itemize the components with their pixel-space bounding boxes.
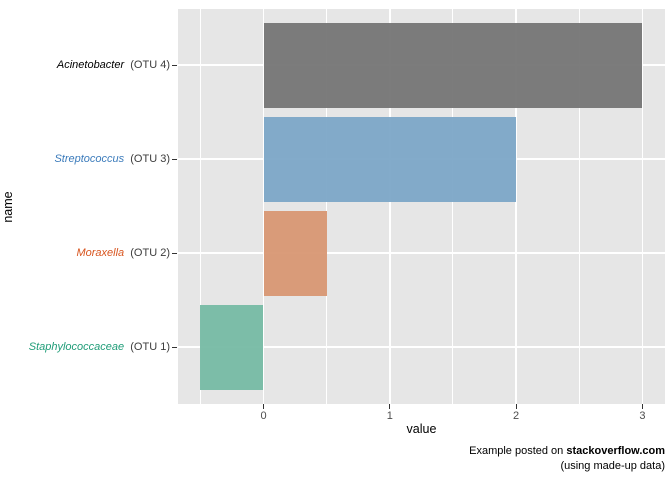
x-tick-mark: [263, 404, 264, 409]
bar-acinetobacter: [263, 22, 643, 108]
y-axis-label-staphylococcaceae: Staphylococcaceae (OTU 1): [2, 339, 170, 355]
y-tick-mark: [172, 64, 177, 66]
minor-gridline: [578, 9, 580, 404]
caption-line-1: Example posted on stackoverflow.com: [469, 444, 665, 459]
y-tick-mark: [172, 158, 177, 160]
taxon-name: Moraxella: [76, 247, 125, 259]
caption-source: stackoverflow.com: [566, 445, 665, 457]
y-tick-mark: [172, 252, 177, 254]
major-gridline: [178, 252, 665, 254]
bar-moraxella: [263, 210, 327, 296]
caption-line-2: (using made-up data): [560, 460, 665, 472]
major-gridline: [515, 9, 517, 404]
taxon-name: Staphylococcaceae: [28, 341, 125, 353]
otu-text: (OTU 3): [130, 153, 170, 165]
y-axis-label-moraxella: Moraxella (OTU 2): [2, 245, 170, 261]
taxon-name: Acinetobacter: [56, 59, 125, 71]
y-tick-mark: [172, 346, 177, 348]
x-tick-label-2: 2: [513, 410, 520, 422]
otu-text: (OTU 4): [130, 59, 170, 71]
major-gridline: [262, 9, 265, 404]
y-axis-label-streptococcus: Streptococcus (OTU 3): [2, 151, 170, 167]
bar-streptococcus: [263, 116, 517, 202]
major-gridline: [178, 346, 665, 348]
taxon-name: Streptococcus: [54, 153, 125, 165]
y-axis-label-acinetobacter: Acinetobacter (OTU 4): [2, 57, 170, 73]
minor-gridline: [326, 9, 328, 404]
x-tick-mark: [641, 404, 643, 409]
bar-staphylococcaceae: [200, 304, 264, 390]
x-tick-mark: [515, 404, 517, 409]
plot-panel: [178, 9, 665, 404]
chart-caption: Example posted on stackoverflow.com (usi…: [469, 444, 665, 474]
minor-gridline: [199, 9, 201, 404]
x-tick-mark: [389, 404, 391, 409]
x-tick-label-3: 3: [639, 410, 646, 422]
x-tick-label-1: 1: [386, 410, 393, 422]
otu-text: (OTU 1): [130, 341, 170, 353]
major-gridline: [641, 9, 644, 404]
x-tick-label-0: 0: [260, 410, 267, 422]
caption-text: Example posted on: [469, 445, 567, 457]
major-gridline: [388, 9, 391, 404]
otu-text: (OTU 2): [130, 247, 170, 259]
minor-gridline: [452, 9, 454, 404]
x-axis-title: value: [406, 422, 437, 436]
